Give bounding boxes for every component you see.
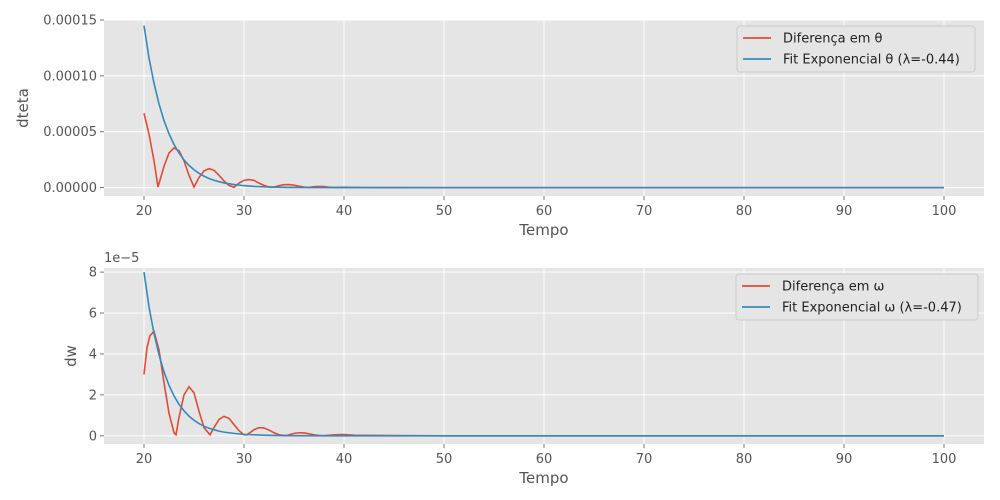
y-offset-text: 1e−5 (104, 251, 139, 266)
x-tick-label: 70 (636, 204, 653, 219)
x-axis-label: Tempo (518, 469, 568, 487)
y-tick-label: 2 (89, 388, 97, 403)
legend-box (735, 273, 979, 321)
legend-label: Diferença em ω (782, 280, 884, 295)
series-line-2 (143, 25, 944, 189)
x-tick-label: 20 (136, 452, 153, 467)
y-tick-label: 0.00015 (43, 14, 97, 29)
x-tick-label: 50 (436, 452, 453, 467)
y-tick-label: 0.00000 (43, 181, 97, 196)
y-tick-label: 0.00010 (43, 69, 97, 84)
y-tick-label: 4 (89, 347, 97, 362)
x-tick-label: 30 (236, 452, 253, 467)
x-tick-label: 30 (236, 204, 253, 219)
x-tick-label: 40 (336, 204, 353, 219)
y-tick-label: 0.00005 (43, 125, 97, 140)
x-tick-label: 40 (336, 452, 353, 467)
x-tick-label: 60 (536, 204, 553, 219)
chart-panel-1: 20 30 40 50 60 70 80 90 100 0.00000 0.00005 0.00010… (14, 14, 984, 239)
series-line-2 (143, 271, 944, 437)
y-tick-label: 8 (89, 266, 97, 281)
x-tick-label: 80 (736, 452, 753, 467)
x-tick-label: 100 (932, 452, 957, 467)
y-tick-label: 0 (89, 429, 97, 444)
legend-box (736, 25, 976, 73)
y-axis-label: dteta (14, 88, 32, 128)
x-tick-label: 20 (136, 204, 153, 219)
x-tick-label: 90 (836, 452, 853, 467)
legend-label: Fit Exponencial ω (λ=-0.47) (782, 301, 962, 316)
x-tick-label: 70 (636, 452, 653, 467)
chart-panel-2: 20 30 40 50 60 70 80 90 100 0 2 4 6 8 1e−5 Tempo dw Difer… (62, 251, 984, 487)
legend: Diferença em θ Fit Exponencial θ (λ=-0.44… (736, 25, 976, 73)
x-tick-label: 80 (736, 204, 753, 219)
x-tick-label: 90 (836, 204, 853, 219)
y-tick-label: 6 (89, 307, 97, 322)
x-axis-label: Tempo (518, 221, 568, 239)
x-tick-label: 100 (932, 204, 957, 219)
x-tick-label: 50 (436, 204, 453, 219)
y-axis-label: dw (62, 345, 80, 367)
legend: Diferença em ω Fit Exponencial ω (λ=-0.47… (735, 273, 979, 321)
x-tick-label: 60 (536, 452, 553, 467)
legend-label: Fit Exponencial θ (λ=-0.44) (783, 53, 960, 68)
legend-label: Diferença em θ (783, 32, 883, 47)
